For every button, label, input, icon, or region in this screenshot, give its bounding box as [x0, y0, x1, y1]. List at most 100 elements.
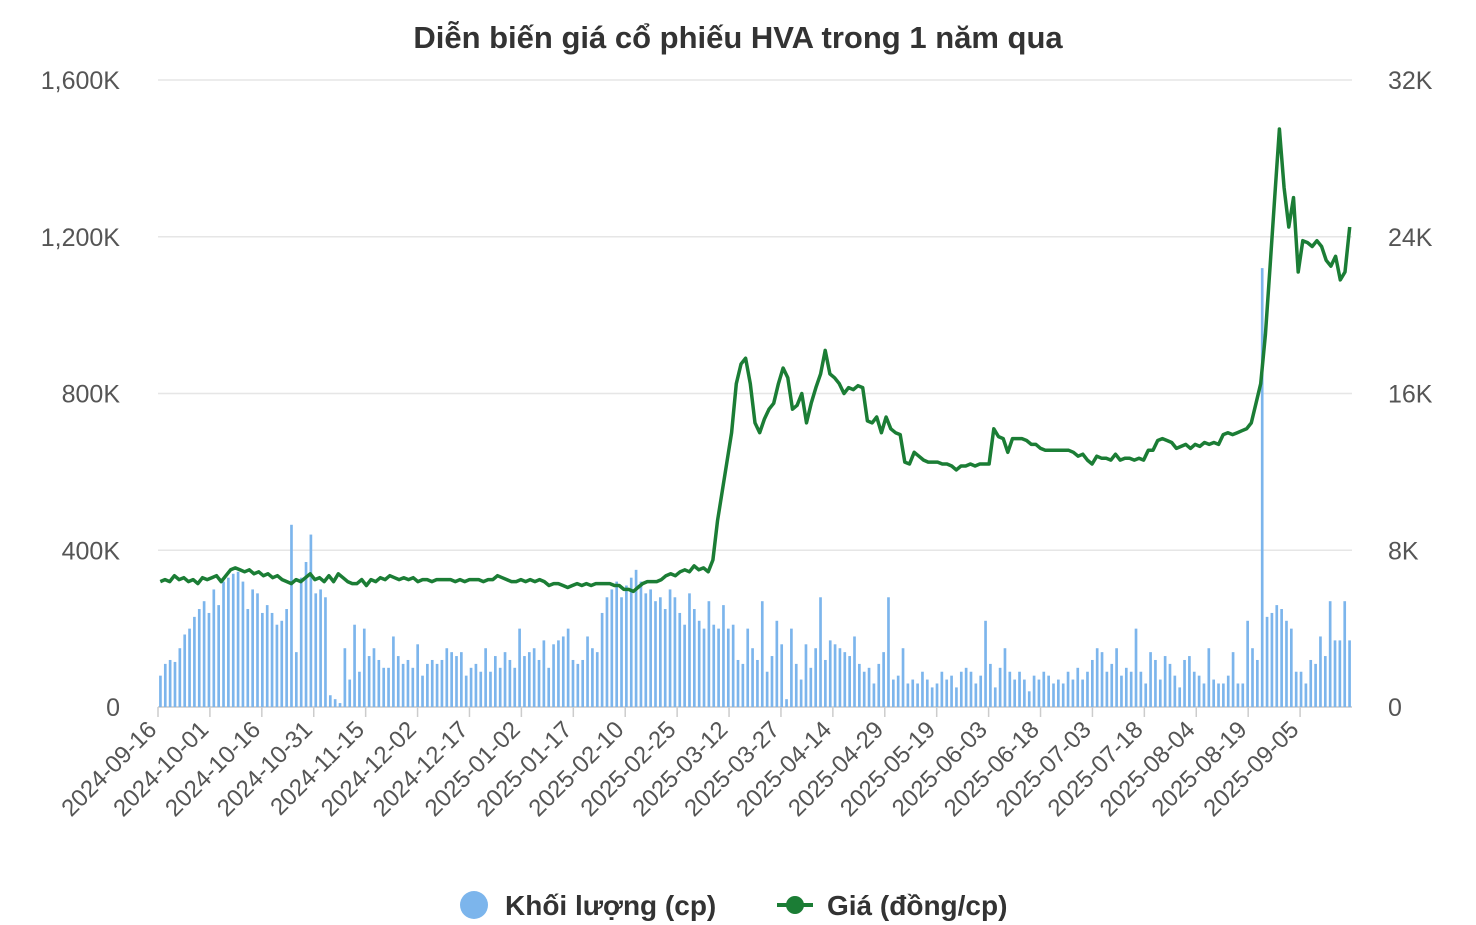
volume-bar	[916, 683, 919, 707]
volume-bar	[1115, 648, 1118, 707]
volume-bar	[261, 612, 264, 707]
volume-bar	[1309, 659, 1313, 707]
volume-bar	[479, 671, 483, 707]
volume-bar	[387, 667, 390, 707]
volume-bar	[518, 628, 521, 707]
volume-bar	[1275, 605, 1279, 707]
volume-bar	[309, 534, 313, 707]
volume-bar	[663, 609, 667, 707]
volume-bar	[1003, 648, 1007, 707]
volume-bar	[726, 628, 730, 707]
volume-bar	[275, 624, 279, 707]
volume-bar	[173, 661, 177, 707]
volume-bar	[241, 581, 245, 707]
volume-bar	[1256, 659, 1259, 707]
volume-bar	[891, 679, 895, 707]
volume-bar	[668, 589, 672, 707]
volume-bar	[683, 624, 686, 707]
volume-bar	[692, 609, 696, 707]
volume-bar	[231, 573, 235, 707]
volume-bar	[625, 585, 628, 707]
volume-bar	[1154, 659, 1157, 707]
volume-bar	[508, 659, 512, 707]
volume-bar	[799, 679, 803, 707]
volume-bar	[367, 656, 371, 707]
volume-bar	[1217, 683, 1220, 707]
volume-bar	[227, 577, 230, 707]
volume-bar	[1120, 675, 1123, 707]
volume-bar	[979, 675, 983, 707]
volume-bar	[1183, 659, 1186, 707]
volume-bar	[1110, 663, 1114, 707]
volume-bar	[246, 609, 250, 707]
volume-bar	[207, 612, 211, 707]
volume-bar	[877, 663, 881, 707]
volume-bar	[1304, 683, 1308, 707]
volume-bar	[824, 659, 827, 707]
volume-bar	[858, 663, 861, 707]
y-right-tick-label: 24K	[1388, 224, 1433, 252]
volume-bar	[581, 659, 585, 707]
volume-bar	[600, 612, 604, 707]
volume-bar	[1285, 620, 1288, 707]
volume-bar	[712, 624, 716, 707]
volume-bar	[1348, 640, 1351, 707]
volume-bar	[328, 695, 332, 707]
volume-bar	[489, 671, 492, 707]
volume-bar	[993, 687, 997, 707]
volume-bar	[571, 659, 575, 707]
volume-bar	[440, 659, 444, 707]
volume-bar	[1333, 640, 1337, 707]
volume-bar	[833, 644, 837, 707]
volume-bar	[862, 671, 866, 707]
price-line	[159, 127, 1352, 594]
volume-bar	[1124, 667, 1128, 707]
volume-bar	[1105, 671, 1109, 707]
volume-bar	[362, 628, 366, 707]
volume-bar	[426, 663, 429, 707]
volume-bar	[1057, 679, 1060, 707]
volume-bar	[790, 628, 793, 707]
volume-bar	[911, 679, 915, 707]
volume-bar	[707, 601, 711, 707]
volume-bar	[421, 675, 424, 707]
volume-bar	[523, 656, 526, 707]
volume-bar	[455, 656, 458, 707]
volume-bar	[202, 601, 206, 707]
volume-bar	[785, 699, 788, 707]
volume-bar	[843, 652, 847, 707]
volume-bar	[217, 605, 221, 707]
volume-bar	[605, 597, 609, 707]
volume-bar	[930, 687, 934, 707]
volume-bar	[1095, 648, 1099, 707]
volume-bar	[1090, 659, 1094, 707]
volume-bar	[770, 656, 774, 707]
volume-bar	[469, 667, 473, 707]
volume-bar	[819, 597, 822, 707]
volume-bar	[406, 659, 410, 707]
volume-bar	[1246, 620, 1249, 707]
volume-bar	[741, 663, 745, 707]
volume-bar	[222, 581, 225, 707]
volume-bar	[1008, 671, 1012, 707]
volume-bar	[168, 659, 172, 707]
y-right-tick-label: 0	[1388, 694, 1402, 722]
volume-bar	[1149, 652, 1152, 707]
volume-bar	[780, 644, 784, 707]
volume-bar	[542, 640, 546, 707]
volume-bar	[348, 679, 352, 707]
volume-bar	[838, 648, 842, 707]
volume-bar	[731, 624, 735, 707]
volume-bar	[513, 667, 517, 707]
volume-bar	[1299, 671, 1303, 707]
y-left-tick-label: 0	[106, 694, 120, 722]
volume-bar	[1222, 683, 1225, 707]
y-right-tick-label: 16K	[1388, 381, 1433, 409]
volume-bar	[697, 620, 701, 707]
volume-bar	[1212, 679, 1216, 707]
volume-bar	[576, 663, 580, 707]
volume-bar	[887, 597, 890, 707]
volume-bar	[1294, 671, 1298, 707]
volume-bar	[430, 659, 434, 707]
volume-bar	[212, 589, 216, 707]
